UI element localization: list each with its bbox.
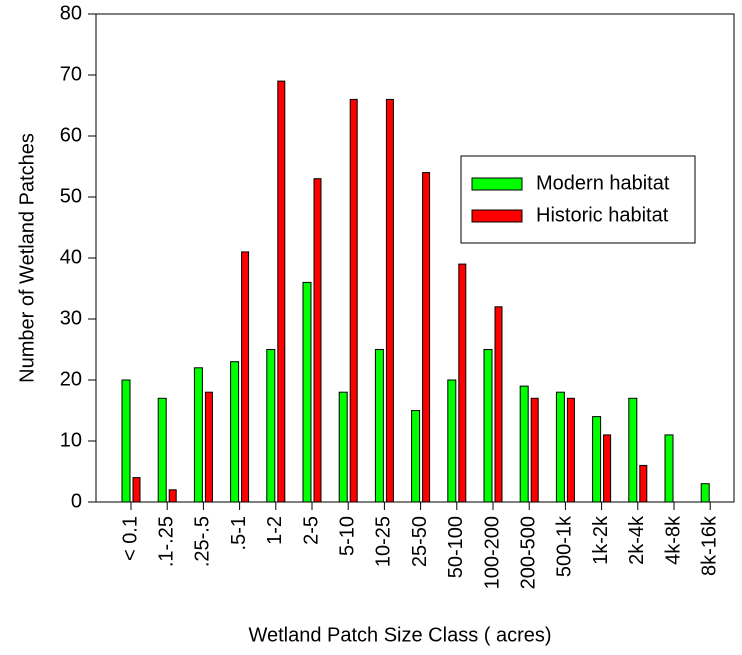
bar — [157, 397, 167, 503]
bar — [483, 349, 493, 503]
bar — [266, 349, 276, 503]
y-tick-label: 40 — [60, 246, 82, 268]
y-tick-label: 80 — [60, 2, 82, 24]
bar — [592, 416, 602, 503]
x-tick-label: 10-25 — [373, 516, 395, 567]
bar — [422, 172, 431, 503]
x-tick-label: 1-2 — [264, 516, 286, 545]
x-tick-label: 5-10 — [336, 516, 358, 556]
bar — [277, 80, 286, 503]
y-tick-label: 30 — [60, 307, 82, 329]
bar — [193, 367, 203, 503]
bar — [302, 281, 312, 503]
legend-box — [460, 155, 696, 244]
y-tick-label: 60 — [60, 124, 82, 146]
bar — [385, 98, 394, 503]
bar — [664, 434, 674, 503]
bar — [121, 379, 131, 503]
bar — [411, 410, 421, 503]
bar — [458, 263, 467, 503]
bar — [132, 477, 141, 503]
x-tick-label: .1-.25 — [155, 516, 177, 567]
y-tick-label: 20 — [60, 368, 82, 390]
x-tick-label: 8k-16k — [698, 515, 720, 576]
legend-swatch — [471, 209, 523, 223]
y-tick-label: 10 — [60, 429, 82, 451]
legend-label: Historic habitat — [536, 204, 669, 226]
x-tick-label: 50-100 — [445, 516, 467, 578]
y-tick-label: 70 — [60, 63, 82, 85]
legend-label: Modern habitat — [536, 172, 670, 194]
bar — [530, 397, 539, 503]
x-tick-label: 4k-8k — [662, 515, 684, 565]
bar — [241, 251, 250, 503]
bar — [230, 361, 240, 503]
bar — [494, 306, 503, 503]
bar — [566, 397, 575, 503]
x-axis-title: Wetland Patch Size Class ( acres) — [248, 624, 551, 646]
y-tick-label: 50 — [60, 185, 82, 207]
x-tick-label: 2k-4k — [626, 515, 648, 565]
bar — [700, 483, 710, 503]
x-tick-label: .5-1 — [228, 516, 250, 550]
bar — [168, 489, 177, 503]
x-tick-label: 1k-2k — [590, 515, 612, 565]
x-tick-label: 100-200 — [481, 516, 503, 589]
bar — [374, 349, 384, 503]
bar — [349, 98, 358, 503]
x-tick-label: .25-.5 — [192, 516, 214, 567]
x-tick-label: 200-500 — [517, 516, 539, 589]
bar — [204, 391, 213, 503]
y-tick-label: 0 — [71, 490, 82, 512]
bar — [338, 391, 348, 503]
x-tick-label: < 0.1 — [119, 516, 141, 561]
bar — [447, 379, 457, 503]
bar — [628, 397, 638, 503]
bar — [519, 385, 529, 503]
y-axis-title: Number of Wetland Patches — [16, 133, 38, 383]
x-tick-label: 500-1k — [554, 515, 576, 577]
bar — [603, 434, 612, 503]
x-tick-label: 25-50 — [409, 516, 431, 567]
bar — [639, 464, 648, 503]
x-tick-label: 2-5 — [300, 516, 322, 545]
legend-swatch — [471, 177, 523, 191]
bar — [555, 391, 565, 503]
bar — [313, 178, 322, 503]
